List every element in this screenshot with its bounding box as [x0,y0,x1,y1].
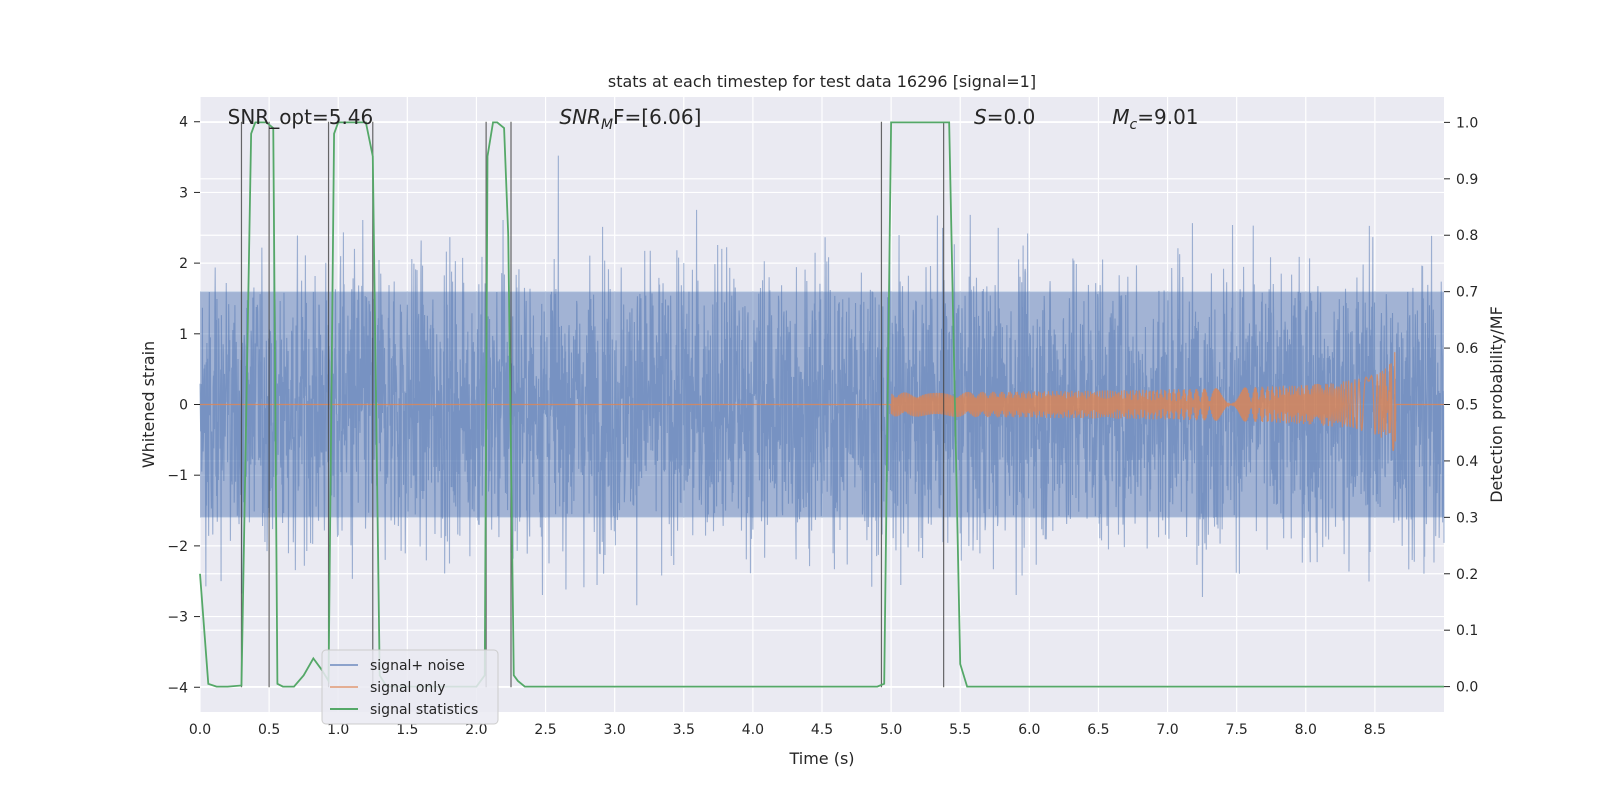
legend-label: signal only [370,680,445,696]
noise-trace [199,155,1445,606]
x-tick-label: 1.5 [396,722,418,738]
y-ticks-right: 0.0 0.1 0.2 0.3 0.4 0.5 0.6 0.7 0.8 0.9 1.0 [1444,115,1478,696]
y-tick-label: −2 [167,539,188,555]
x-tick-label: 3.0 [604,722,626,738]
x-tick-label: 4.5 [811,722,833,738]
legend-label: signal+ noise [370,658,465,674]
y-right-tick-label: 0.7 [1456,285,1478,301]
x-tick-label: 0.0 [189,722,211,738]
annotation-1: SNRMF=[6.06] [559,105,701,133]
x-tick-label: 7.5 [1226,722,1248,738]
y-right-tick-label: 0.8 [1456,228,1478,244]
x-tick-label: 5.0 [880,722,902,738]
legend-label: signal statistics [370,702,478,718]
x-axis-label: Time (s) [788,749,854,768]
y-tick-label: 4 [179,115,188,131]
legend-box [321,649,499,725]
x-tick-label: 7.0 [1156,722,1178,738]
annotation-3: Mc=9.01 [1112,105,1198,133]
x-tick-label: 6.5 [1087,722,1109,738]
x-tick-label: 0.5 [258,722,280,738]
y-right-tick-label: 0.0 [1456,680,1478,696]
y-right-tick-label: 0.4 [1456,454,1478,470]
y-tick-label: 1 [179,327,188,343]
y-ticks-left: −4 −3 −2 −1 0 1 2 3 4 [167,115,200,696]
annotation-0: SNR_opt=5.46 [228,105,374,129]
y-right-tick-label: 0.3 [1456,510,1478,526]
y-axis-label: Whitened strain [139,341,158,468]
x-tick-label: 2.5 [534,722,556,738]
y-tick-label: −4 [167,680,188,696]
x-tick-label: 6.0 [1018,722,1040,738]
chart-title: stats at each timestep for test data 162… [608,72,1036,91]
y-right-tick-label: 0.5 [1456,398,1478,414]
x-tick-label: 2.0 [465,722,487,738]
legend: signal+ noise signal only signal statistic… [321,649,499,725]
y-right-tick-label: 1.0 [1456,115,1478,131]
y-right-tick-label: 0.9 [1456,172,1478,188]
y-right-tick-label: 0.1 [1456,623,1478,639]
y-tick-label: −1 [167,468,188,484]
x-tick-label: 8.5 [1364,722,1386,738]
y-right-tick-label: 0.2 [1456,567,1478,583]
y-right-tick-label: 0.6 [1456,341,1478,357]
x-tick-label: 4.0 [742,722,764,738]
y-tick-label: 2 [179,256,188,272]
y-axis-label-right: Detection probability/MF [1487,306,1506,503]
x-tick-label: 1.0 [327,722,349,738]
x-tick-label: 8.0 [1295,722,1317,738]
x-tick-label: 5.5 [949,722,971,738]
series-signal-only [200,352,1444,452]
y-tick-label: 3 [179,185,188,201]
x-tick-label: 3.5 [673,722,695,738]
annotations: SNR_opt=5.46 SNRMF=[6.06] S=0.0 Mc=9.01 [228,105,1199,133]
chirp-trace [200,352,1444,452]
y-tick-label: 0 [179,398,188,414]
x-ticks: 0.0 0.5 1.0 1.5 2.0 2.5 3.0 3.5 4.0 4.5 5.0 5.5 6.0 6… [189,722,1386,738]
y-tick-label: −3 [167,610,188,626]
annotation-2: S=0.0 [974,105,1035,129]
